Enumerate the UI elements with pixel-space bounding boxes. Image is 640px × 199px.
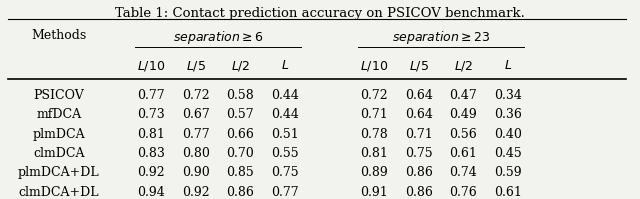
Text: 0.72: 0.72: [182, 89, 209, 102]
Text: 0.71: 0.71: [360, 108, 388, 121]
Text: 0.92: 0.92: [182, 186, 209, 199]
Text: 0.67: 0.67: [182, 108, 210, 121]
Text: 0.44: 0.44: [271, 89, 299, 102]
Text: 0.72: 0.72: [360, 89, 388, 102]
Text: 0.90: 0.90: [182, 166, 210, 179]
Text: plmDCA+DL: plmDCA+DL: [18, 166, 100, 179]
Text: 0.34: 0.34: [494, 89, 522, 102]
Text: 0.55: 0.55: [271, 147, 299, 160]
Text: $\mathit{L/10}$: $\mathit{L/10}$: [360, 59, 388, 73]
Text: $\mathit{L}$: $\mathit{L}$: [281, 59, 289, 72]
Text: 0.40: 0.40: [494, 128, 522, 141]
Text: $\mathit{L/5}$: $\mathit{L/5}$: [409, 59, 429, 73]
Text: 0.81: 0.81: [360, 147, 388, 160]
Text: $\mathit{L}$: $\mathit{L}$: [504, 59, 512, 72]
Text: 0.70: 0.70: [227, 147, 254, 160]
Text: PSICOV: PSICOV: [33, 89, 84, 102]
Text: 0.77: 0.77: [182, 128, 209, 141]
Text: $\mathit{L/10}$: $\mathit{L/10}$: [137, 59, 165, 73]
Text: 0.89: 0.89: [360, 166, 388, 179]
Text: $\mathit{L/2}$: $\mathit{L/2}$: [230, 59, 250, 73]
Text: 0.51: 0.51: [271, 128, 299, 141]
Text: 0.75: 0.75: [405, 147, 433, 160]
Text: 0.74: 0.74: [449, 166, 477, 179]
Text: 0.64: 0.64: [405, 89, 433, 102]
Text: 0.73: 0.73: [137, 108, 165, 121]
Text: clmDCA: clmDCA: [33, 147, 84, 160]
Text: mfDCA: mfDCA: [36, 108, 81, 121]
Text: 0.86: 0.86: [227, 186, 254, 199]
Text: 0.77: 0.77: [138, 89, 165, 102]
Text: 0.47: 0.47: [449, 89, 477, 102]
Text: 0.75: 0.75: [271, 166, 299, 179]
Text: clmDCA+DL: clmDCA+DL: [19, 186, 99, 199]
Text: 0.78: 0.78: [360, 128, 388, 141]
Text: 0.36: 0.36: [494, 108, 522, 121]
Text: 0.61: 0.61: [449, 147, 477, 160]
Text: 0.76: 0.76: [449, 186, 477, 199]
Text: 0.86: 0.86: [405, 166, 433, 179]
Text: 0.59: 0.59: [494, 166, 522, 179]
Text: 0.64: 0.64: [405, 108, 433, 121]
Text: 0.91: 0.91: [360, 186, 388, 199]
Text: 0.57: 0.57: [227, 108, 254, 121]
Text: 0.45: 0.45: [494, 147, 522, 160]
Text: 0.94: 0.94: [137, 186, 165, 199]
Text: Methods: Methods: [31, 29, 86, 42]
Text: 0.85: 0.85: [227, 166, 254, 179]
Text: 0.56: 0.56: [449, 128, 477, 141]
Text: $separation \geq 6$: $separation \geq 6$: [173, 29, 264, 47]
Text: Table 1: Contact prediction accuracy on PSICOV benchmark.: Table 1: Contact prediction accuracy on …: [115, 7, 525, 20]
Text: 0.83: 0.83: [137, 147, 165, 160]
Text: 0.61: 0.61: [494, 186, 522, 199]
Text: $\mathit{L/5}$: $\mathit{L/5}$: [186, 59, 206, 73]
Text: $separation \geq 23$: $separation \geq 23$: [392, 29, 490, 47]
Text: 0.77: 0.77: [271, 186, 299, 199]
Text: 0.86: 0.86: [405, 186, 433, 199]
Text: $\mathit{L/2}$: $\mathit{L/2}$: [454, 59, 473, 73]
Text: 0.80: 0.80: [182, 147, 210, 160]
Text: 0.81: 0.81: [137, 128, 165, 141]
Text: 0.58: 0.58: [227, 89, 254, 102]
Text: plmDCA: plmDCA: [33, 128, 85, 141]
Text: 0.49: 0.49: [449, 108, 477, 121]
Text: 0.44: 0.44: [271, 108, 299, 121]
Text: 0.92: 0.92: [138, 166, 165, 179]
Text: 0.66: 0.66: [227, 128, 254, 141]
Text: 0.71: 0.71: [405, 128, 433, 141]
